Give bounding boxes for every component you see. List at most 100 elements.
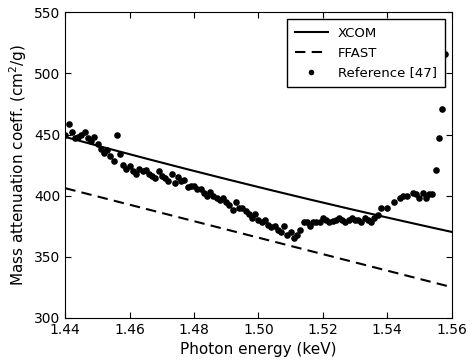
FFAST [449,285,455,289]
Reference [47] [374,212,382,218]
Reference [47] [281,223,288,229]
Reference [47] [203,193,211,198]
Reference [47] [94,141,101,147]
FFAST [165,212,171,217]
Reference [47] [62,132,69,138]
Reference [47] [177,178,185,184]
Reference [47] [148,173,156,179]
Reference [47] [139,168,146,174]
XCOM [78,139,84,143]
Reference [47] [71,135,79,141]
Line: FFAST: FFAST [65,188,452,287]
XCOM [86,141,91,146]
Reference [47] [297,227,304,233]
Reference [47] [84,135,91,141]
Reference [47] [251,211,259,217]
Reference [47] [409,190,417,196]
Reference [47] [348,215,356,221]
Line: XCOM: XCOM [65,137,452,232]
Reference [47] [119,162,127,168]
Reference [47] [216,198,224,203]
Reference [47] [335,215,343,221]
Reference [47] [226,202,233,208]
Reference [47] [110,158,118,164]
XCOM [416,222,421,227]
Reference [47] [300,219,307,225]
Reference [47] [261,217,269,223]
Reference [47] [416,195,423,201]
Reference [47] [432,167,439,173]
Reference [47] [132,171,140,177]
Reference [47] [313,219,320,225]
Reference [47] [283,232,291,238]
Reference [47] [238,205,246,211]
Reference [47] [390,199,398,205]
Reference [47] [345,217,352,223]
Reference [47] [181,177,188,183]
Reference [47] [306,223,314,229]
Reference [47] [68,129,75,135]
Reference [47] [412,191,420,197]
Reference [47] [206,189,214,195]
Reference [47] [351,217,359,223]
Reference [47] [355,217,362,223]
Reference [47] [316,219,323,225]
X-axis label: Photon energy (keV): Photon energy (keV) [180,342,337,357]
Reference [47] [290,236,298,241]
Reference [47] [328,218,336,224]
Reference [47] [274,227,282,233]
Reference [47] [400,193,407,198]
Reference [47] [164,178,172,184]
Reference [47] [428,191,436,197]
Reference [47] [425,191,433,197]
Reference [47] [81,129,89,135]
XCOM [449,230,455,234]
Reference [47] [155,168,163,174]
Reference [47] [187,183,195,189]
Reference [47] [371,215,378,221]
FFAST [429,280,435,284]
Reference [47] [403,193,410,198]
Reference [47] [367,219,375,225]
Reference [47] [364,217,372,223]
Legend: XCOM, FFAST, Reference [47]: XCOM, FFAST, Reference [47] [287,19,445,87]
Reference [47] [322,217,330,223]
Reference [47] [396,195,404,201]
Reference [47] [65,120,73,126]
Reference [47] [319,215,327,221]
Reference [47] [342,219,349,225]
Reference [47] [287,229,294,235]
Reference [47] [310,219,317,225]
Reference [47] [116,151,124,157]
Reference [47] [123,166,130,171]
Reference [47] [78,132,85,138]
Reference [47] [190,183,198,189]
Reference [47] [107,154,114,159]
Reference [47] [271,223,278,229]
Reference [47] [377,205,384,211]
Reference [47] [213,195,220,201]
Reference [47] [103,147,111,153]
Reference [47] [277,229,285,235]
XCOM [165,162,171,166]
XCOM [63,135,68,139]
Reference [47] [197,186,204,192]
Reference [47] [383,205,391,211]
Reference [47] [184,184,191,190]
Reference [47] [126,163,134,169]
Y-axis label: Mass attenuation coeff. (cm$^2$/g): Mass attenuation coeff. (cm$^2$/g) [7,44,28,286]
Reference [47] [91,134,98,140]
Reference [47] [200,190,208,196]
Reference [47] [332,217,339,223]
Reference [47] [361,215,368,221]
Reference [47] [245,211,253,217]
Reference [47] [248,215,256,221]
Reference [47] [193,186,201,192]
Reference [47] [358,219,365,225]
Reference [47] [419,190,427,196]
Reference [47] [152,175,159,181]
Reference [47] [161,175,169,181]
Reference [47] [441,51,449,57]
Reference [47] [142,167,150,173]
Reference [47] [232,199,240,205]
